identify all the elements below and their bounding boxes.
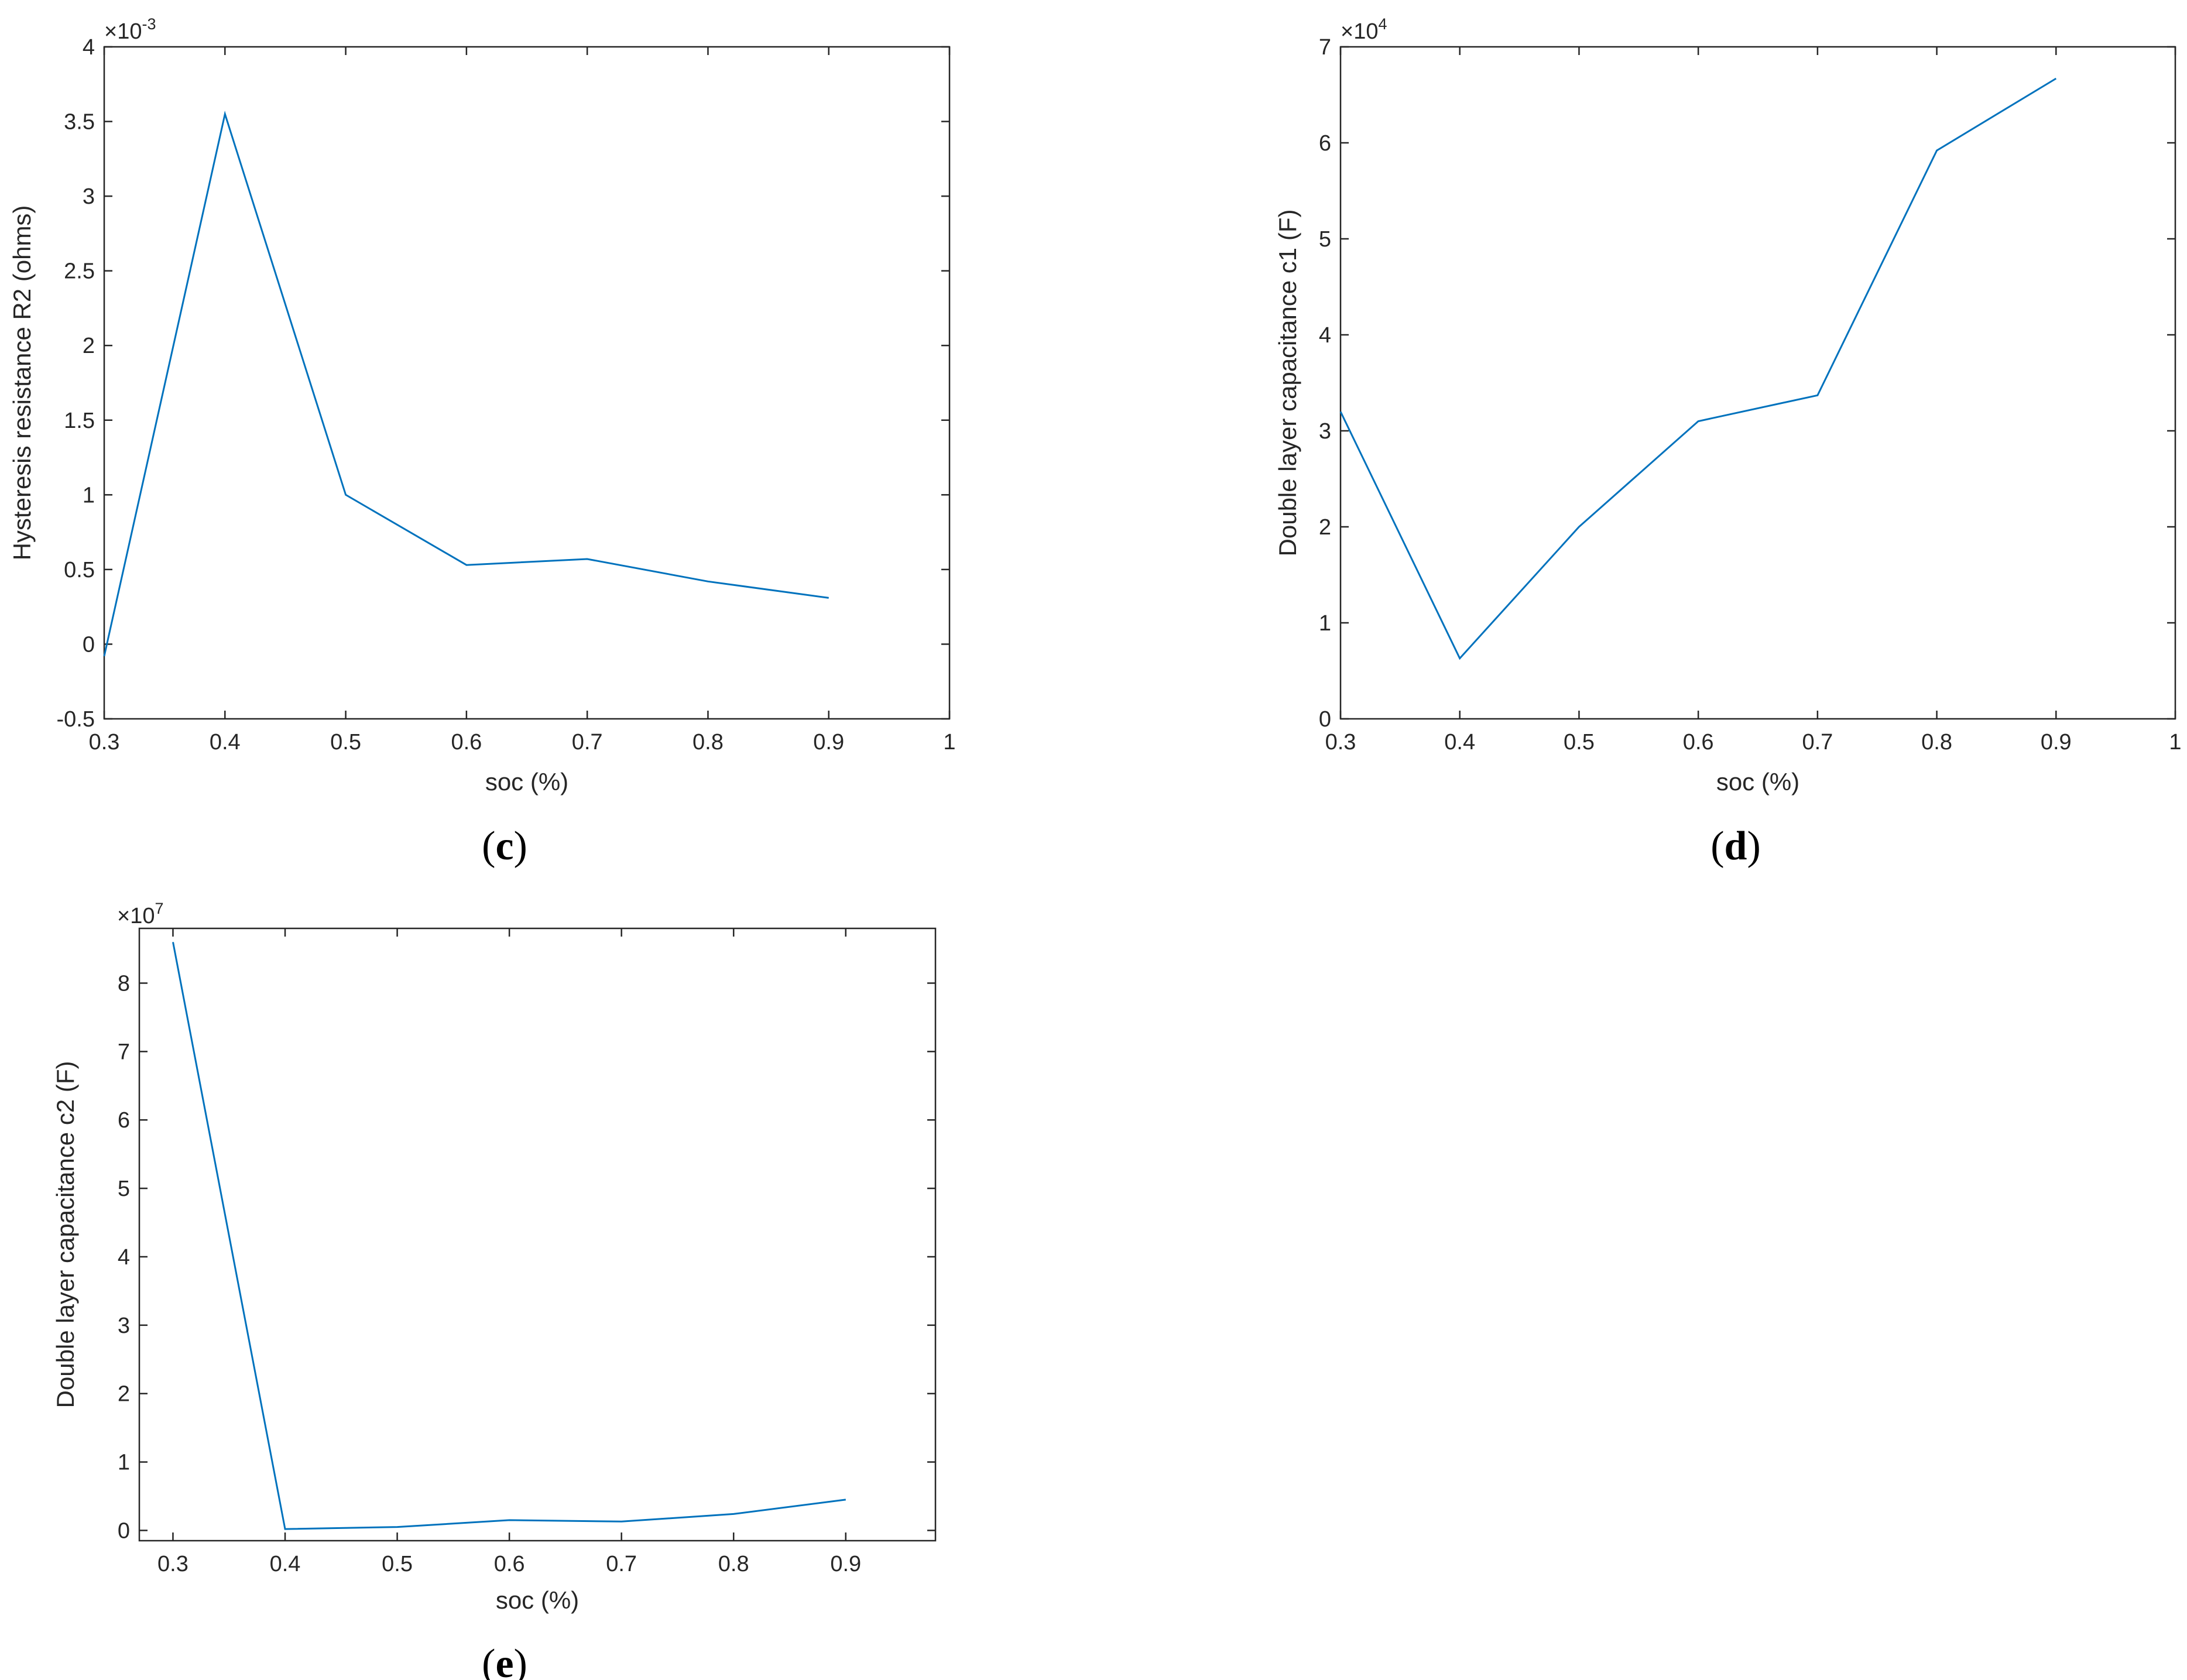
series-line: [172, 942, 846, 1530]
y-tick-label: 2: [1319, 515, 1331, 540]
x-tick-label: 0.7: [572, 730, 603, 755]
x-tick-label: 0.6: [451, 730, 482, 755]
x-tick-label: 0.8: [718, 1552, 749, 1576]
x-tick-label: 0.4: [210, 730, 241, 755]
plot-frame: [1339, 46, 2176, 720]
y-tick-label: -0.5: [57, 707, 95, 732]
y-axis-label: Hysteresis resistance R2 (ohms): [8, 205, 36, 561]
y-tick-label: 8: [118, 971, 130, 996]
x-axis-label: soc (%): [496, 1586, 579, 1614]
x-tick-label: 1: [2169, 730, 2181, 755]
chart-panel-d: 0.3 0.4 0.5 0.6 0.7 0.8 0.9 1 0 1 2 3 4 5 6 7 ×104 soc (%…: [1274, 15, 2182, 869]
y-tick-label: 1.5: [64, 409, 95, 433]
y-tick-label: 0: [1319, 707, 1331, 732]
x-axis-label: soc (%): [1716, 768, 1799, 796]
x-tick-label: 0.4: [1444, 730, 1475, 755]
y-tick-label: 2: [83, 334, 95, 358]
y-tick-label: 3: [1319, 419, 1331, 444]
x-tick-label: 0.7: [1802, 730, 1833, 755]
x-tick-label: 0.8: [1921, 730, 1952, 755]
x-tick-label: 0.3: [1325, 730, 1356, 755]
x-tick-label: 1: [943, 730, 955, 755]
y-tick-label: 5: [1319, 227, 1331, 252]
y-axis-label: Double layer capacitance c2 (F): [52, 1061, 79, 1408]
y-axis-exponent: ×10-3: [104, 15, 156, 44]
y-tick-label: 3: [83, 184, 95, 209]
y-tick-label: 3.5: [64, 110, 95, 135]
y-axis-label: Double layer capacitance c1 (F): [1274, 210, 1301, 557]
y-axis-exponent: ×107: [117, 900, 164, 928]
panel-caption: (e): [482, 1641, 527, 1680]
plot-frame: [138, 927, 937, 1542]
y-tick-label: 4: [1319, 323, 1331, 348]
y-tick-label: 4: [118, 1245, 130, 1270]
y-tick-label: 6: [118, 1108, 130, 1133]
x-tick-label: 0.3: [89, 730, 120, 755]
y-tick-label: 2: [118, 1382, 130, 1407]
chart-panel-c: 0.3 0.4 0.5 0.6 0.7 0.8 0.9 1 -0.5 0 0.5 1 1.5 2 2.5 3 3…: [8, 15, 956, 869]
y-tick-label: 1: [83, 483, 95, 508]
y-tick-label: 0: [118, 1518, 130, 1543]
y-tick-label: 0: [83, 632, 95, 657]
x-tick-label: 0.9: [813, 730, 844, 755]
x-tick-label: 0.6: [1683, 730, 1714, 755]
x-tick-label: 0.6: [494, 1552, 525, 1576]
y-tick-label: 0.5: [64, 558, 95, 582]
panel-caption: (c): [482, 824, 527, 869]
y-tick-label: 1: [118, 1451, 130, 1475]
x-axis-label: soc (%): [485, 768, 568, 796]
panel-caption: (d): [1710, 824, 1761, 869]
x-tick-label: 0.5: [1564, 730, 1595, 755]
plot-frame: [103, 46, 951, 720]
y-tick-label: 3: [118, 1314, 130, 1338]
x-tick-label: 0.7: [606, 1552, 637, 1576]
x-tick-label: 0.9: [2041, 730, 2072, 755]
chart-panel-e: 0.3 0.4 0.5 0.6 0.7 0.8 0.9 0 1 2 3 4 5 6 7 8 ×107 soc (%…: [52, 900, 937, 1680]
x-tick-label: 0.8: [693, 730, 724, 755]
x-tick-label: 0.4: [270, 1552, 301, 1576]
y-tick-label: 5: [118, 1177, 130, 1201]
y-tick-label: 7: [1319, 35, 1331, 60]
y-axis-exponent: ×104: [1341, 15, 1387, 44]
x-tick-label: 0.5: [330, 730, 361, 755]
x-tick-label: 0.5: [382, 1552, 413, 1576]
y-tick-label: 1: [1319, 611, 1331, 636]
x-tick-label: 0.3: [157, 1552, 188, 1576]
y-tick-label: 7: [118, 1040, 130, 1064]
series-line: [103, 111, 829, 657]
series-line: [1339, 77, 2057, 660]
y-tick-label: 2.5: [64, 259, 95, 284]
y-tick-label: 6: [1319, 131, 1331, 156]
x-tick-label: 0.9: [830, 1552, 861, 1576]
y-tick-label: 4: [83, 35, 95, 60]
